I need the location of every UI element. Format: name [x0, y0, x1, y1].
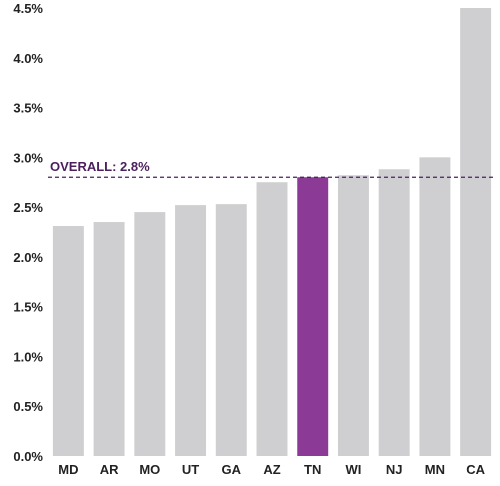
bar-ga [215, 204, 247, 456]
y-tick-label: 2.0% [13, 250, 43, 265]
y-tick-label: 1.5% [13, 300, 43, 315]
reference-line-group: OVERALL: 2.8% [48, 159, 496, 178]
y-axis: 0.0% 0.5% 1.0% 1.5% 2.0% 2.5% 3.0% 3.5% 4.0% 4.5% [13, 1, 43, 464]
bar-mo [134, 212, 166, 456]
y-tick-label: 4.0% [13, 51, 43, 66]
x-tick-label: WI [346, 462, 362, 477]
bar-ca [460, 8, 492, 456]
bars [52, 8, 492, 457]
x-tick-label: UT [182, 462, 199, 477]
y-tick-label: 3.5% [13, 101, 43, 116]
y-tick-label: 0.5% [13, 399, 43, 414]
reference-line-label: OVERALL: 2.8% [50, 159, 150, 174]
bar-tn [297, 177, 329, 456]
bar-ut [175, 205, 207, 456]
x-tick-label: AR [100, 462, 119, 477]
x-tick-label: NJ [386, 462, 403, 477]
bar-wi [337, 175, 369, 456]
x-tick-label: MD [58, 462, 78, 477]
x-tick-label: CA [466, 462, 485, 477]
x-tick-label: TN [304, 462, 321, 477]
bar-ar [93, 222, 125, 456]
bar-az [256, 182, 288, 456]
bar-nj [378, 169, 410, 456]
x-tick-label: MN [425, 462, 445, 477]
bar-md [52, 226, 84, 456]
x-tick-label: MO [139, 462, 160, 477]
bar-mn [419, 157, 451, 457]
y-tick-label: 0.0% [13, 449, 43, 464]
y-tick-label: 1.0% [13, 349, 43, 364]
x-tick-label: GA [222, 462, 242, 477]
x-axis: MD AR MO UT GA AZ TN WI NJ MN CA [58, 462, 485, 477]
y-tick-label: 4.5% [13, 1, 43, 16]
x-tick-label: AZ [263, 462, 280, 477]
y-tick-label: 3.0% [13, 150, 43, 165]
y-tick-label: 2.5% [13, 200, 43, 215]
